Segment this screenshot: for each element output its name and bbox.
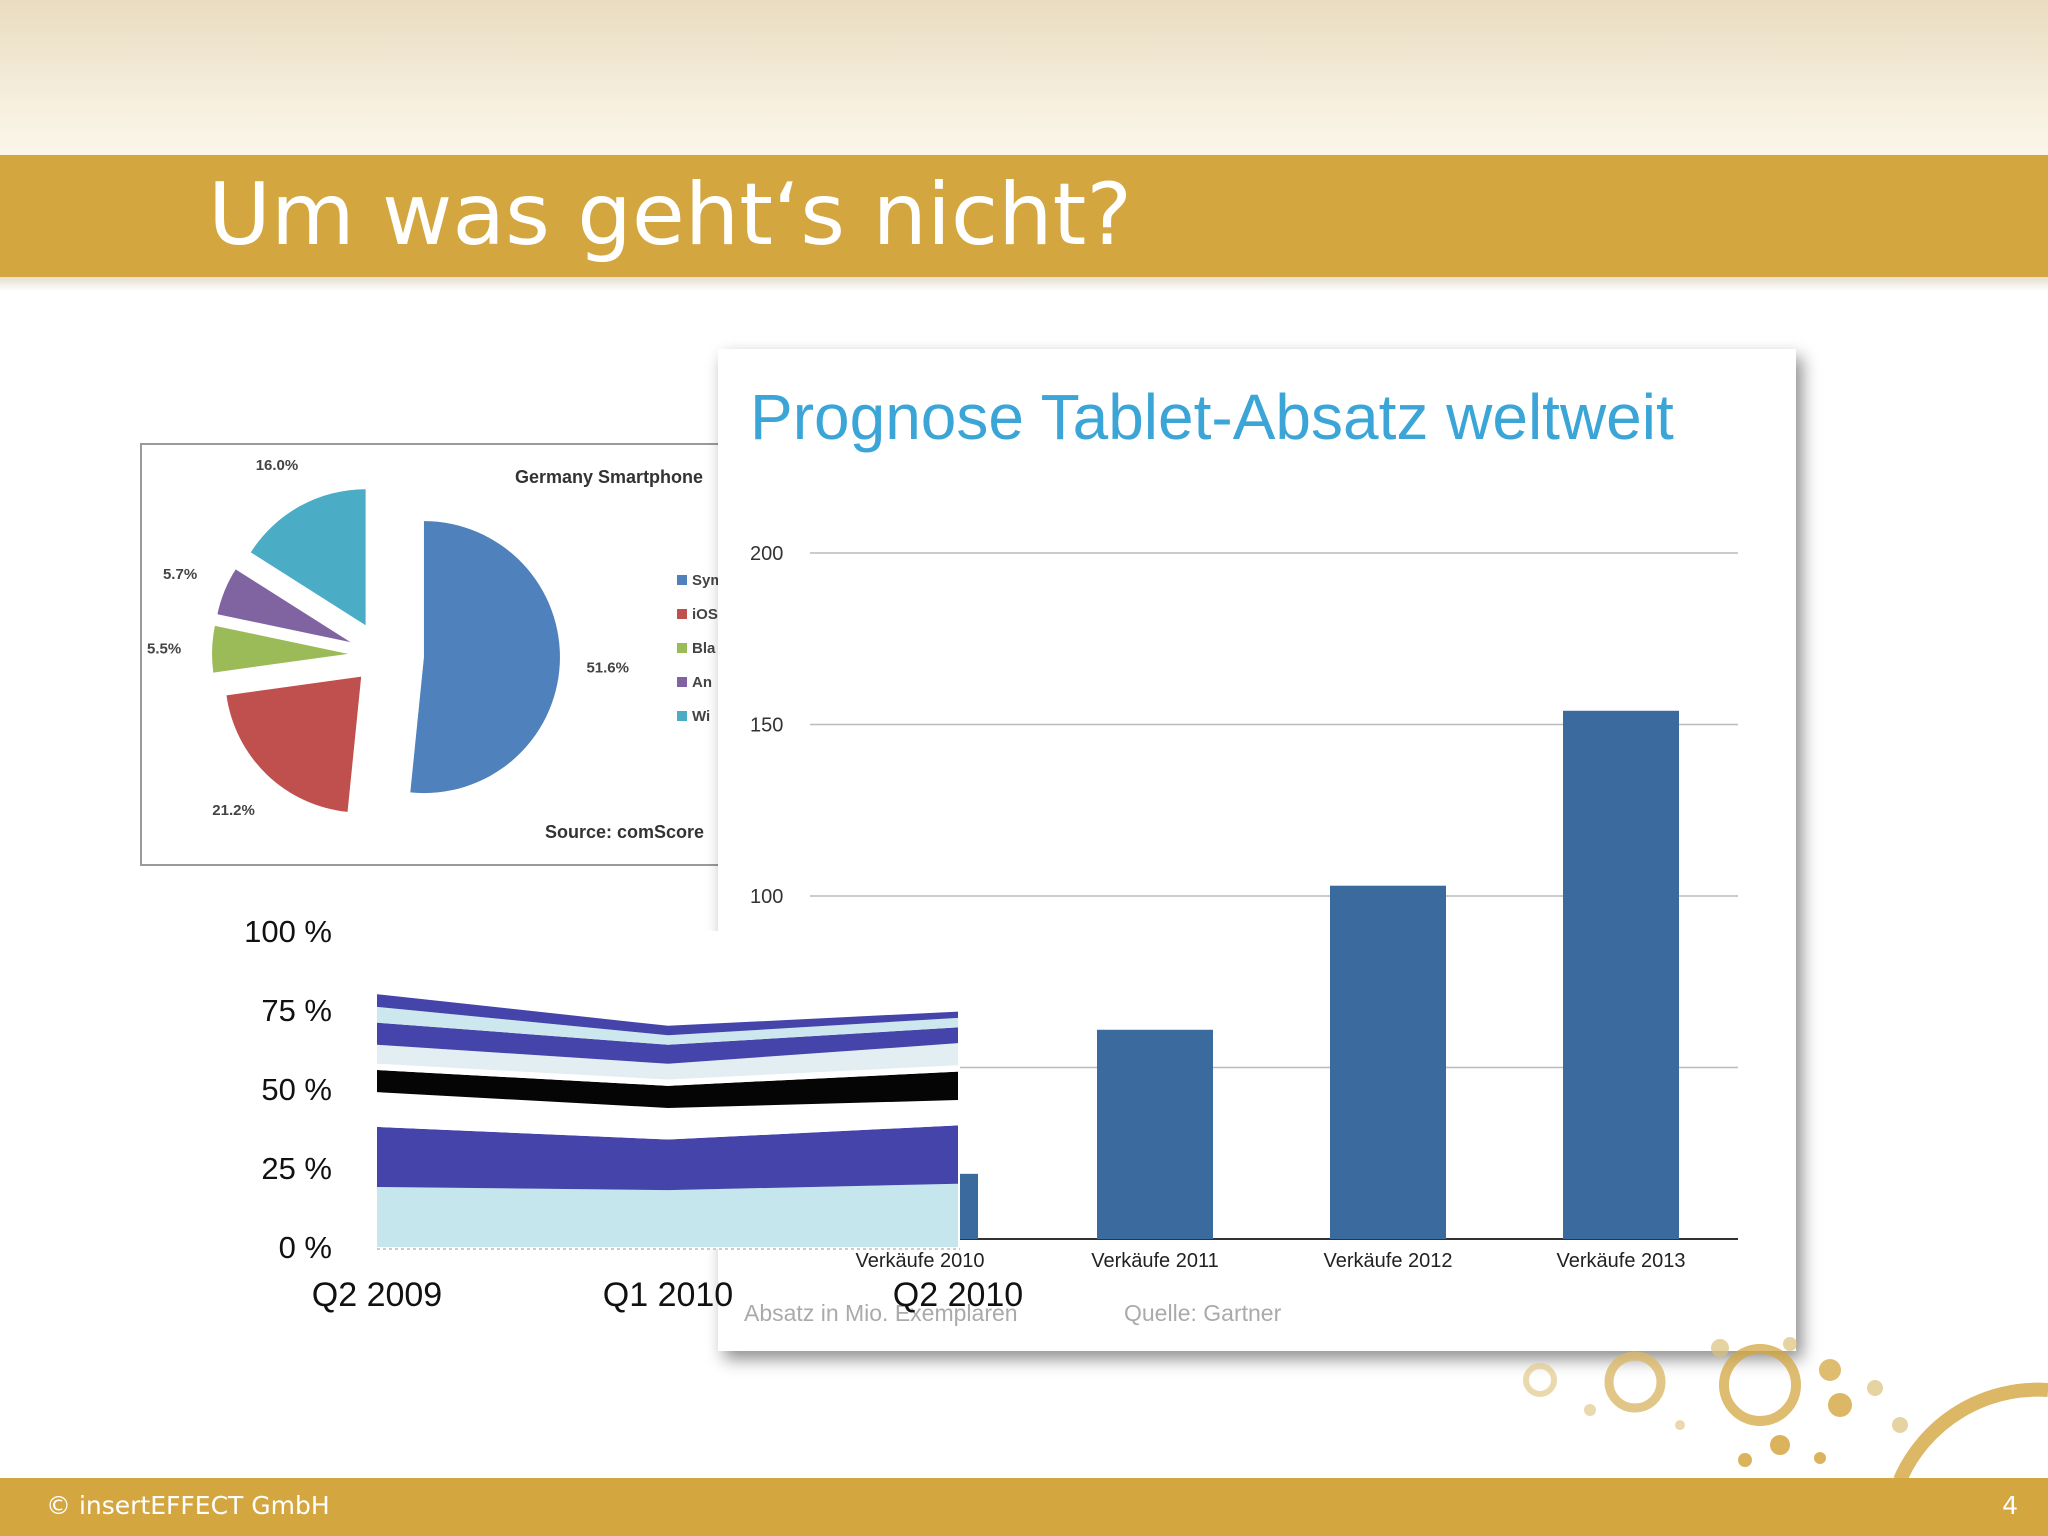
area-layer (377, 1043, 958, 1080)
pie-slice (212, 625, 349, 673)
area-layer (377, 1092, 958, 1140)
y-tick-label: 0 % (279, 1230, 332, 1265)
bar-chart-source: Quelle: Gartner (1124, 1300, 1282, 1326)
bar-chart-note: Absatz in Mio. Exemplaren (744, 1300, 1018, 1326)
area-layer (377, 1183, 958, 1247)
area-chart: 0 % 25 % 50 % 75 % 100 % Q2 2009 Q1 2010 Q2 20… (244, 914, 1023, 1314)
area-layer (377, 1022, 958, 1064)
legend-label: iOS (692, 606, 718, 623)
legend-label: An (692, 674, 712, 691)
area-layer (377, 1125, 958, 1191)
decorative-circles (1523, 1337, 2048, 1480)
bar (1097, 1029, 1213, 1239)
footer-copyright: © insertEFFECT GmbH (46, 1491, 330, 1520)
pie-slice (250, 489, 366, 626)
y-tick-label: 100 % (244, 914, 332, 949)
bar (1330, 885, 1446, 1239)
bar-chart: Prognose Tablet-Absatz weltweit 100 150 20… (744, 381, 1738, 1326)
x-category-label: Verkäufe 2011 (1091, 1250, 1219, 1272)
pie-chart-panel: Germany Smartphone 51.6% 21.2% 5.5% 5.7% 16.… (140, 443, 880, 866)
x-tick-label: Q1 2010 (603, 1276, 733, 1314)
pie-value-label: 5.5% (147, 640, 181, 657)
pie-value-label: 51.6% (586, 659, 629, 676)
legend-label: Bla (692, 640, 716, 657)
pie-slice (217, 569, 351, 643)
page-number: 4 (2002, 1491, 2018, 1520)
header-background (0, 0, 2048, 155)
y-tick-label: 200 (750, 543, 783, 565)
area-layer (377, 994, 958, 1036)
pie-chart-source: Source: comScore (545, 822, 704, 842)
y-tick-label: 50 % (261, 1072, 332, 1107)
area-layer (377, 1006, 958, 1045)
pie-chart: Germany Smartphone 51.6% 21.2% 5.5% 5.7% 16.… (147, 457, 724, 842)
bar-chart-title: Prognose Tablet-Absatz weltweit (750, 381, 1674, 453)
area-layer (377, 1063, 958, 1086)
legend-label: Wi (692, 708, 710, 725)
legend-swatch (677, 643, 687, 653)
x-tick-label: Q2 2009 (312, 1276, 442, 1314)
y-tick-label: 100 (750, 886, 783, 908)
x-category-label: Verkäufe 2012 (1324, 1250, 1453, 1272)
legend-swatch (677, 575, 687, 585)
y-tick-label: 25 % (261, 1151, 332, 1186)
pie-value-label: 16.0% (256, 457, 299, 474)
title-bar (0, 155, 2048, 291)
area-layer (377, 1070, 958, 1108)
pie-slice (226, 676, 362, 812)
y-tick-label: 150 (750, 715, 783, 737)
x-category-label: Verkäufe 2013 (1557, 1250, 1686, 1272)
legend-label: Sym (692, 572, 724, 589)
x-category-label: Verkäufe 2010 (856, 1250, 985, 1272)
legend-swatch (677, 609, 687, 619)
legend-swatch (677, 677, 687, 687)
pie-chart-title: Germany Smartphone (515, 467, 703, 487)
footer-bar: © insertEFFECT GmbH 4 (0, 1478, 2048, 1536)
y-tick-label: 75 % (261, 993, 332, 1028)
pie-value-label: 5.7% (163, 566, 197, 583)
pie-value-label: 21.2% (212, 802, 255, 819)
legend-swatch (677, 711, 687, 721)
pie-slice (410, 521, 560, 794)
area-chart-panel: 0 % 25 % 50 % 75 % 100 % Q2 2009 Q1 2010 Q2 20… (220, 900, 1040, 1340)
slide-title: Um was geht‘s nicht? (208, 165, 1132, 265)
x-tick-label: Q2 2010 (893, 1276, 1023, 1314)
bar (1563, 710, 1679, 1239)
